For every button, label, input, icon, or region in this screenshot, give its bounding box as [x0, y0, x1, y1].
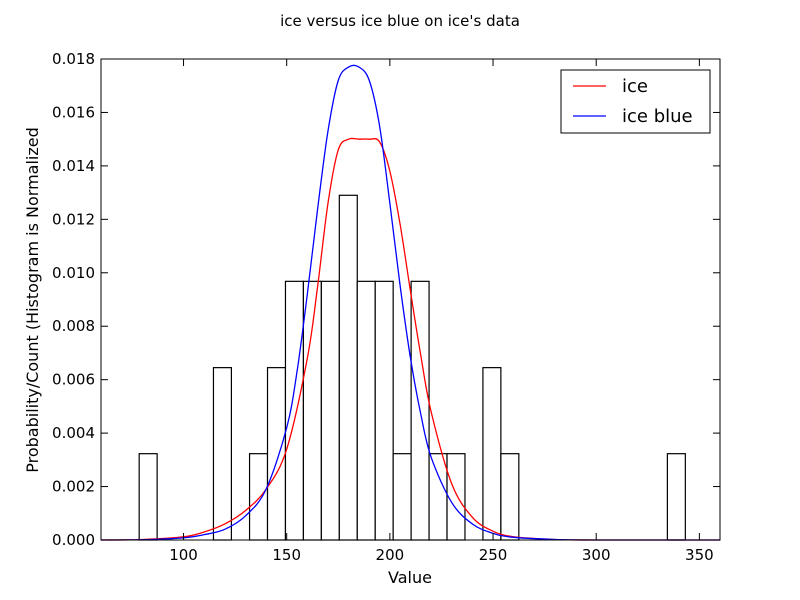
histogram-bar-7: [338, 194, 358, 541]
x-tick-label-2: 200: [376, 546, 405, 564]
y-tick-label-4: 0.008: [52, 317, 95, 335]
histogram-bar-8: [356, 280, 376, 541]
histogram-bar-1: [212, 367, 233, 541]
histogram-bar-15: [500, 453, 520, 541]
x-tick-label-5: 350: [685, 546, 714, 564]
y-tick-label-1: 0.002: [52, 478, 95, 496]
histogram-bars: [138, 194, 686, 541]
legend-label-ice: ice: [622, 76, 648, 97]
histogram-bar-9: [374, 280, 394, 541]
legend: ice ice blue: [560, 69, 711, 134]
y-tick-label-8: 0.016: [52, 103, 95, 121]
histogram-bar-10: [392, 453, 412, 541]
histogram-bar-16: [666, 453, 686, 541]
axis-ticks: 100 150 200 250 300 350 0.000 0.002 0.004 0.006 0.…: [52, 50, 720, 564]
y-tick-label-6: 0.012: [52, 210, 95, 228]
x-axis-label: Value: [388, 568, 432, 587]
x-tick-label-0: 100: [169, 546, 198, 564]
histogram-bar-14: [482, 367, 502, 541]
histogram-bar-12: [428, 453, 448, 541]
histogram-bar-5: [302, 280, 322, 541]
y-tick-label-2: 0.004: [52, 424, 95, 442]
histogram-bar-3: [266, 367, 287, 541]
legend-box: [560, 69, 711, 134]
chart-title: ice versus ice blue on ice's data: [280, 12, 520, 30]
x-tick-label-1: 150: [272, 546, 301, 564]
histogram-bar-0: [138, 453, 158, 541]
x-tick-label-3: 250: [479, 546, 508, 564]
histogram-bar-4: [284, 280, 305, 541]
y-tick-label-9: 0.018: [52, 50, 95, 68]
x-tick-label-4: 300: [582, 546, 611, 564]
y-tick-label-0: 0.000: [52, 531, 95, 549]
legend-label-ice-blue: ice blue: [622, 106, 693, 127]
y-tick-label-3: 0.006: [52, 371, 95, 389]
histogram-bar-6: [320, 280, 340, 541]
y-tick-label-5: 0.010: [52, 264, 95, 282]
y-axis-label: Probability/Count (Histogram is Normaliz…: [23, 127, 42, 473]
histogram-bar-13: [446, 453, 466, 541]
plot-area: 100 150 200 250 300 350 0.000 0.002 0.004 0.006 0.…: [52, 50, 721, 564]
axes-frame: [100, 58, 721, 541]
series-line-0: [100, 137, 720, 541]
y-tick-label-7: 0.014: [52, 157, 95, 175]
histogram-bar-2: [248, 453, 269, 541]
